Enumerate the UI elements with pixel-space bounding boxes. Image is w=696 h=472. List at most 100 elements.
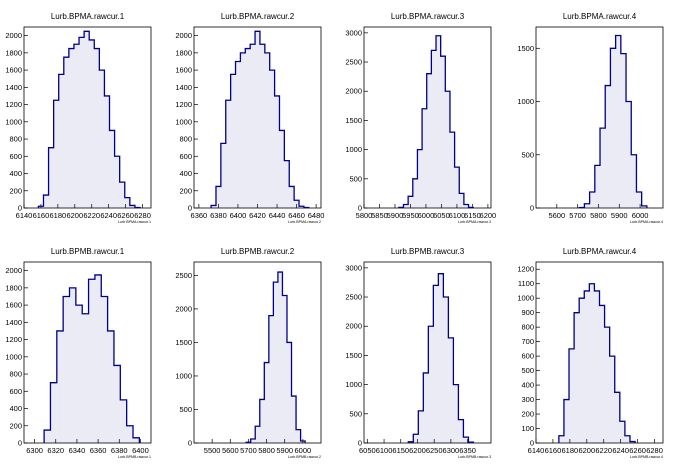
histogram-bin [626, 101, 632, 208]
histogram-bin [225, 100, 231, 208]
histogram-bin [94, 274, 102, 443]
histogram-bin [289, 186, 295, 208]
histogram-bin [294, 200, 300, 208]
x-tick-label: 6140 [528, 446, 545, 455]
x-tick-label: 6340 [69, 446, 86, 455]
histogram-bin [584, 290, 590, 443]
histogram-bin [255, 426, 260, 443]
y-tick-label: 1400 [5, 318, 22, 327]
histogram-bin [94, 48, 100, 208]
x-tick-label: 6400 [132, 446, 149, 455]
histogram-bin [215, 186, 221, 208]
x-axis-title: Lurb.BPMB.rawcur.2 [288, 455, 321, 459]
histogram-bin [463, 437, 469, 443]
y-tick-label: 200 [9, 186, 22, 195]
title-box [214, 245, 301, 257]
histogram-title: Lurb.BPMB.rawcur.1 [51, 247, 125, 256]
histogram-bin [296, 429, 301, 443]
histogram-bin [614, 392, 620, 443]
histogram-title: Lurb.BPMA.rawcur.4 [563, 12, 637, 21]
histogram-bin [82, 313, 89, 443]
y-tick-label: 1400 [5, 83, 22, 92]
y-tick-label: 1000 [517, 294, 534, 303]
histogram-outline [245, 271, 306, 443]
y-tick-label: 1000 [345, 145, 362, 154]
histogram-bin [255, 31, 260, 208]
title-box [44, 245, 131, 257]
histogram-bin [220, 143, 226, 208]
histogram-bin [453, 384, 459, 443]
histogram-bin [124, 197, 130, 208]
x-tick-label: 6360 [191, 211, 208, 220]
histogram-bin [104, 95, 110, 208]
histogram-bin [408, 196, 413, 208]
x-tick-label: 6160 [545, 446, 562, 455]
x-tick-label: 6280 [646, 446, 663, 455]
x-tick-label: 5800 [258, 446, 275, 455]
histogram-bin [246, 442, 251, 443]
histogram-bin [433, 285, 439, 443]
y-tick-label: 1000 [345, 380, 362, 389]
x-tick-label: 6000 [295, 446, 312, 455]
x-tick-label: 6440 [269, 211, 286, 220]
y-tick-label: 2500 [345, 58, 362, 67]
y-tick-label: 400 [9, 169, 22, 178]
histogram-bin [413, 434, 419, 443]
y-tick-label: 600 [521, 352, 534, 361]
histogram-panel-6: Lurb.BPMB.rawcur.2 0 500 1000 1500 2000 2500 55… [175, 245, 322, 459]
title-box [384, 245, 471, 257]
y-tick-label: 1600 [5, 66, 22, 75]
x-tick-label: 6420 [249, 211, 266, 220]
y-tick-label: 0 [530, 204, 534, 213]
histogram-bin [569, 348, 575, 443]
x-tick-label: 6200 [480, 211, 497, 220]
x-tick-label: 5900 [276, 446, 293, 455]
y-tick-label: 1200 [5, 100, 22, 109]
histogram-bin [418, 410, 424, 443]
x-tick-label: 6300 [26, 446, 43, 455]
histogram-bin [426, 73, 432, 208]
histogram-bin [88, 279, 95, 443]
histogram-bin [268, 315, 274, 443]
y-tick-label: 700 [521, 337, 534, 346]
y-tick-label: 600 [9, 387, 22, 396]
histogram-bin [259, 399, 265, 443]
histogram-outline [558, 283, 636, 443]
histogram-panel-8: Lurb.BPMA.rawcur.4 0 100 200 300 400 500 600 700… [517, 245, 664, 459]
x-axis-title: Lurb.BPMA.rawcur.1 [118, 220, 151, 224]
histogram-bin [284, 160, 290, 208]
y-tick-label: 0 [188, 439, 192, 448]
histogram-bin [58, 74, 64, 209]
histogram-bin [604, 327, 610, 443]
histogram-bin [468, 442, 474, 443]
y-tick-label: 1200 [5, 335, 22, 344]
histogram-bin [589, 192, 595, 208]
histogram-outline [43, 274, 141, 443]
y-tick-label: 1800 [175, 48, 192, 57]
x-axis-title: Lurb.BPMB.rawcur.3 [458, 455, 491, 459]
histogram-bin [605, 85, 611, 208]
y-tick-label: 1600 [175, 66, 192, 75]
x-tick-label: 6000 [418, 211, 435, 220]
histogram-bin [609, 356, 615, 443]
y-tick-label: 0 [530, 439, 534, 448]
histogram-bin [56, 330, 64, 443]
histogram-bin [44, 430, 51, 443]
plot-frame [193, 261, 322, 444]
x-tick-label: 5800 [590, 211, 607, 220]
histogram-bin [443, 297, 449, 443]
title-box [556, 245, 643, 257]
histogram-title: Lurb.BPMA.rawcur.2 [221, 12, 295, 21]
histogram-bin [458, 419, 464, 443]
y-tick-label: 800 [521, 323, 534, 332]
x-axis-title: Lurb.BPMA.rawcur.3 [458, 220, 491, 224]
histogram-bin [120, 399, 127, 443]
x-tick-label: 6150 [464, 211, 481, 220]
histogram-bin [53, 100, 59, 208]
histogram-bin [211, 205, 216, 208]
x-tick-label: 5900 [387, 211, 404, 220]
histogram-bin [273, 282, 278, 443]
y-tick-label: 200 [521, 410, 534, 419]
histogram-panel-4: Lurb.BPMA.rawcur.4 0 500 1000 1500 5600 5700 58… [517, 10, 664, 224]
histogram-bin [264, 362, 269, 443]
